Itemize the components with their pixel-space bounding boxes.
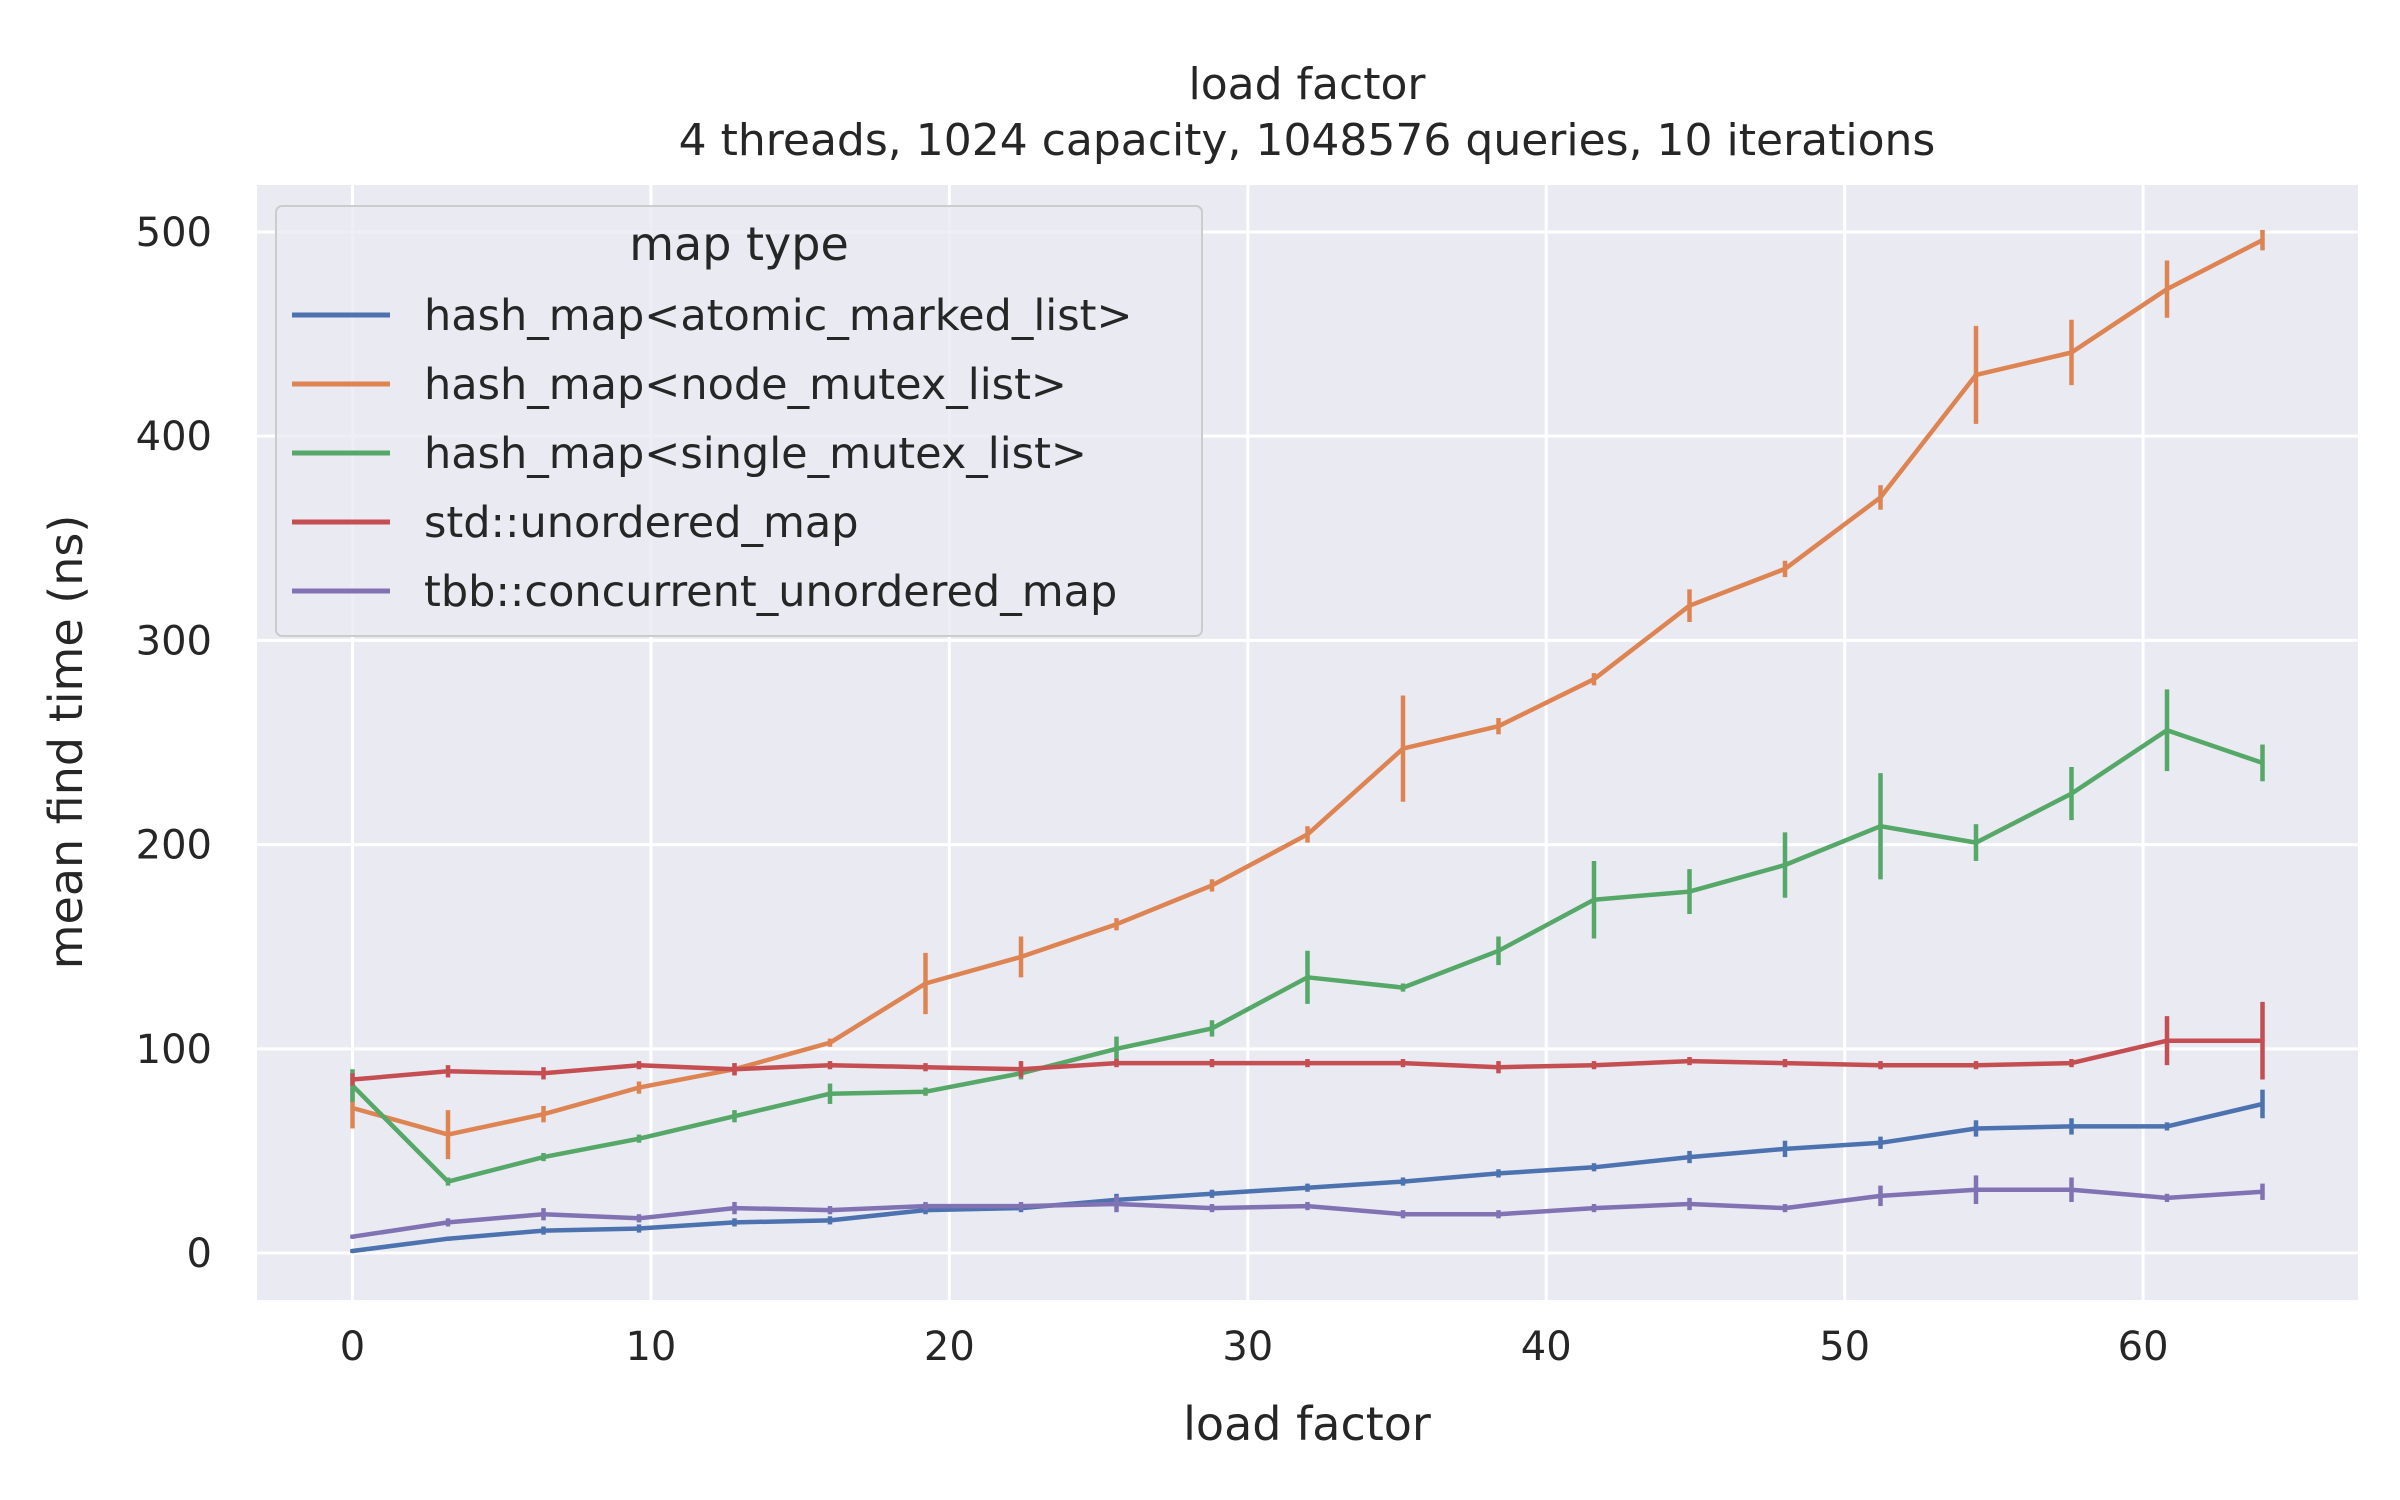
chart-subtitle: 4 threads, 1024 capacity, 1048576 querie… [679, 115, 1936, 166]
legend-title: map type [629, 217, 849, 271]
x-tick-label: 50 [1819, 1324, 1870, 1370]
x-tick-label: 30 [1222, 1324, 1273, 1370]
series-4 [350, 1175, 2265, 1239]
chart-title: load factor [1189, 59, 1427, 110]
legend-box [275, 205, 1203, 637]
y-tick-label: 500 [136, 210, 212, 256]
y-tick-label: 300 [136, 618, 212, 664]
series-2 [350, 689, 2265, 1186]
legend-items: hash_map<atomic_marked_list> hash_map<nod… [292, 291, 1133, 617]
x-tick-label: 0 [340, 1324, 365, 1370]
y-tick-label: 400 [136, 414, 212, 460]
legend-label: hash_map<single_mutex_list> [424, 429, 1087, 479]
x-tick-label: 60 [2118, 1324, 2169, 1370]
series-layer [350, 229, 2265, 1254]
y-tick-label: 100 [136, 1027, 212, 1073]
legend-label: std::unordered_map [424, 498, 859, 548]
y-tick-label: 200 [136, 823, 212, 869]
legend-label: hash_map<node_mutex_list> [424, 360, 1067, 410]
series-3 [350, 1001, 2265, 1086]
x-axis-ticks: 0 10 20 30 40 50 60 [340, 1324, 2169, 1370]
x-tick-label: 40 [1521, 1324, 1572, 1370]
y-axis-label: mean find time (ns) [39, 515, 93, 970]
legend-label: tbb::concurrent_unordered_map [424, 567, 1117, 617]
x-tick-label: 20 [924, 1324, 975, 1370]
legend: map type hash_map<atomic_marked_list>has… [275, 205, 1203, 637]
legend-label: hash_map<atomic_marked_list> [424, 291, 1133, 341]
y-axis-ticks: 0 100 200 300 400 500 [136, 210, 212, 1277]
x-tick-label: 10 [625, 1324, 676, 1370]
x-axis-label: load factor [1183, 1397, 1431, 1451]
y-tick-label: 0 [187, 1231, 212, 1277]
